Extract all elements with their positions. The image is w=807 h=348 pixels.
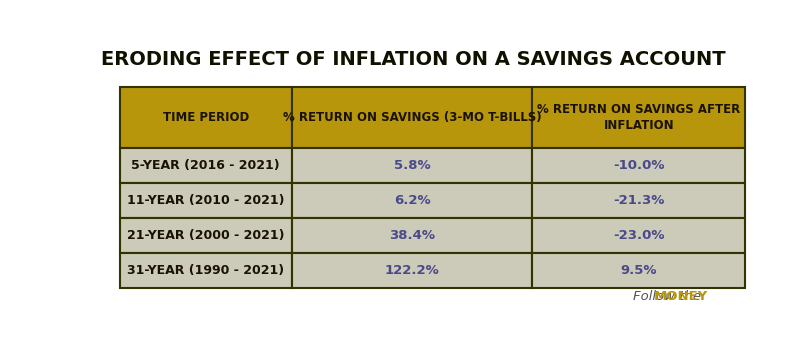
- Text: 11-YEAR (2010 - 2021): 11-YEAR (2010 - 2021): [127, 194, 284, 207]
- Text: % RETURN ON SAVINGS (3-MO T-BILLS): % RETURN ON SAVINGS (3-MO T-BILLS): [282, 111, 541, 124]
- Text: Follow the: Follow the: [633, 290, 701, 303]
- Bar: [291, 253, 533, 288]
- Text: 9.5%: 9.5%: [621, 264, 657, 277]
- Bar: [291, 218, 533, 253]
- Bar: [533, 87, 745, 148]
- Text: -23.0%: -23.0%: [613, 229, 664, 242]
- Text: -10.0%: -10.0%: [613, 159, 664, 172]
- Bar: [291, 183, 533, 218]
- Text: TIME PERIOD: TIME PERIOD: [162, 111, 249, 124]
- Text: ERODING EFFECT OF INFLATION ON A SAVINGS ACCOUNT: ERODING EFFECT OF INFLATION ON A SAVINGS…: [101, 50, 726, 69]
- Text: 21-YEAR (2000 - 2021): 21-YEAR (2000 - 2021): [127, 229, 284, 242]
- Text: 5-YEAR (2016 - 2021): 5-YEAR (2016 - 2021): [132, 159, 280, 172]
- Bar: [119, 218, 291, 253]
- Bar: [119, 148, 291, 183]
- Bar: [533, 218, 745, 253]
- Text: % RETURN ON SAVINGS AFTER
INFLATION: % RETURN ON SAVINGS AFTER INFLATION: [537, 103, 740, 132]
- Bar: [119, 87, 291, 148]
- Bar: [291, 148, 533, 183]
- Bar: [533, 148, 745, 183]
- Bar: [533, 183, 745, 218]
- Bar: [119, 253, 291, 288]
- Bar: [119, 183, 291, 218]
- Text: -21.3%: -21.3%: [613, 194, 664, 207]
- Text: 6.2%: 6.2%: [394, 194, 430, 207]
- Bar: [533, 253, 745, 288]
- Text: MONEY: MONEY: [654, 290, 708, 303]
- Text: 122.2%: 122.2%: [385, 264, 439, 277]
- Text: 38.4%: 38.4%: [389, 229, 435, 242]
- Text: 5.8%: 5.8%: [394, 159, 430, 172]
- Bar: [291, 87, 533, 148]
- Text: 31-YEAR (1990 - 2021): 31-YEAR (1990 - 2021): [127, 264, 284, 277]
